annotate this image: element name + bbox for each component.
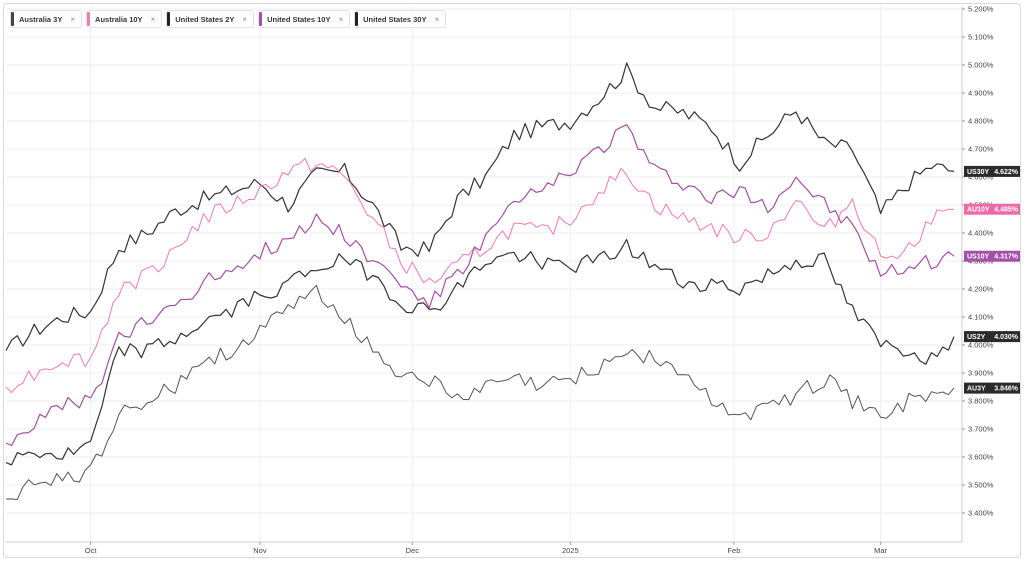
end-tag-value: 4.030%: [994, 334, 1019, 341]
y-tick-label: 3.800%: [968, 397, 994, 406]
y-tick-label: 3.900%: [968, 369, 994, 378]
x-tick-label: 2025: [562, 546, 579, 555]
end-tag-value: 4.485%: [994, 207, 1019, 214]
chart-frame: 3.400% 3.500% 3.600% 3.700% 3.800% 3.900% 4.00…: [3, 3, 1021, 558]
series-line-us30y: [5, 62, 955, 351]
y-tick-label: 4.400%: [968, 229, 994, 238]
end-tag-us2y: US2Y 4.030%: [964, 331, 1020, 343]
close-icon[interactable]: ×: [70, 14, 76, 24]
legend-swatch: [167, 12, 171, 26]
legend-chip[interactable]: United States 2Y ×: [166, 10, 255, 28]
y-tick-label: 4.900%: [968, 89, 994, 98]
y-tick-label: 4.700%: [968, 145, 994, 154]
legend-label: Australia 3Y: [19, 14, 63, 24]
legend-label: United States 2Y: [175, 14, 235, 24]
legend-label: United States 10Y: [267, 14, 331, 24]
y-tick-label: 4.200%: [968, 285, 994, 294]
x-tick-label: Oct: [85, 546, 98, 555]
end-tag-box: [964, 250, 1020, 262]
end-tag-value: 4.317%: [994, 254, 1019, 261]
legend-label: Australia 10Y: [95, 14, 143, 24]
legend-swatch: [87, 12, 91, 26]
series-line-us10y: [5, 124, 955, 447]
x-axis: Oct Nov Dec 2025 Feb Mar: [85, 542, 888, 555]
y-tick-label: 4.600%: [968, 173, 994, 182]
end-tag-name: AU10Y: [967, 207, 990, 214]
y-tick-label: 3.700%: [968, 425, 994, 434]
x-tick-label: Nov: [253, 546, 267, 555]
end-tag-us30y: US30Y 4.622%: [964, 165, 1020, 177]
y-tick-label: 4.100%: [968, 313, 994, 322]
legend-chip[interactable]: Australia 3Y ×: [10, 10, 83, 28]
yield-line-chart[interactable]: 3.400% 3.500% 3.600% 3.700% 3.800% 3.900% 4.00…: [4, 4, 1022, 559]
series-end-tags: US30Y 4.622%AU10Y 4.485%US10Y 4.317%US2Y 4.0…: [964, 165, 1020, 394]
chart-grid: [6, 6, 963, 543]
end-tag-name: US2Y: [967, 334, 986, 341]
series-legend: Australia 3Y × Australia 10Y × United States…: [10, 10, 447, 28]
legend-chip[interactable]: Australia 10Y ×: [86, 10, 163, 28]
legend-label: United States 30Y: [363, 14, 427, 24]
y-tick-label: 5.000%: [968, 61, 994, 70]
y-tick-label: 5.100%: [968, 33, 994, 42]
series-line-au3y: [5, 284, 955, 501]
end-tag-value: 3.846%: [994, 386, 1019, 393]
y-tick-label: 4.800%: [968, 117, 994, 126]
chart-series-lines: [5, 62, 955, 501]
legend-swatch: [11, 12, 14, 26]
end-tag-box: [964, 165, 1020, 177]
close-icon[interactable]: ×: [150, 14, 156, 24]
end-tag-box: [964, 331, 1020, 343]
end-tag-box: [964, 382, 1020, 394]
close-icon[interactable]: ×: [434, 14, 440, 24]
end-tag-au10y: AU10Y 4.485%: [964, 203, 1020, 215]
y-tick-label: 4.000%: [968, 341, 994, 350]
y-tick-label: 3.600%: [968, 453, 994, 462]
end-tag-name: US30Y: [967, 169, 990, 176]
y-tick-label: 5.200%: [968, 5, 994, 14]
x-tick-label: Dec: [406, 546, 420, 555]
end-tag-us10y: US10Y 4.317%: [964, 250, 1020, 262]
end-tag-name: US10Y: [967, 254, 990, 261]
series-line-au10y: [5, 157, 954, 394]
x-tick-label: Mar: [874, 546, 887, 555]
end-tag-au3y: AU3Y 3.846%: [964, 382, 1020, 394]
end-tag-value: 4.622%: [994, 169, 1019, 176]
legend-swatch: [259, 12, 263, 26]
legend-chip[interactable]: United States 30Y ×: [354, 10, 447, 28]
close-icon[interactable]: ×: [338, 14, 344, 24]
close-icon[interactable]: ×: [242, 14, 248, 24]
x-tick-label: Feb: [727, 546, 740, 555]
end-tag-box: [964, 203, 1020, 215]
legend-chip[interactable]: United States 10Y ×: [258, 10, 351, 28]
y-tick-label: 3.400%: [968, 509, 994, 518]
series-line-us2y: [5, 238, 955, 466]
legend-swatch: [355, 12, 359, 26]
y-tick-label: 3.500%: [968, 481, 994, 490]
end-tag-name: AU3Y: [967, 386, 986, 393]
